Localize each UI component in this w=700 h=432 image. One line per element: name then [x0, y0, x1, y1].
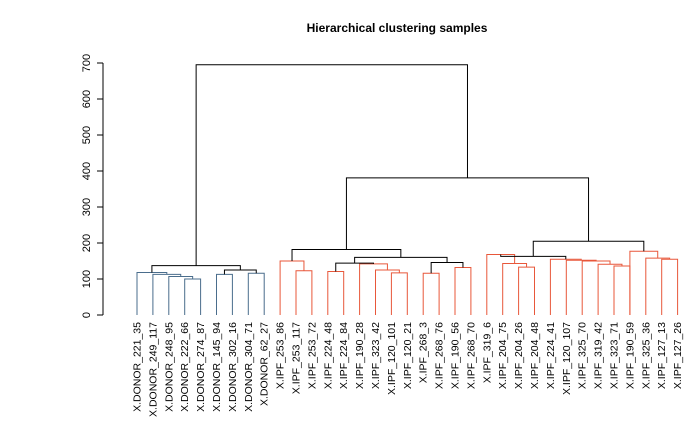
leaf-label: X.IPF_204_26 — [513, 322, 525, 389]
dendrogram-link-q10 — [661, 258, 679, 315]
leaf-label: X.IPF_224_41 — [545, 322, 557, 389]
y-tick-label: 600 — [81, 90, 93, 108]
dendrogram-link-p1 — [295, 270, 313, 315]
dendrogram-link-p12 — [291, 248, 402, 261]
dendrogram-link-p5 — [375, 269, 400, 315]
y-axis: 0 100 200 300 400 500 600 700 — [81, 54, 104, 318]
dendrogram-link-d2 — [168, 275, 194, 315]
dendrogram-link-q6 — [581, 260, 611, 315]
leaf-label: X.IPF_120_107 — [561, 322, 573, 395]
dendrogram-link-d6 — [247, 272, 265, 315]
y-tick-label: 200 — [81, 234, 93, 252]
leaf-label: X.IPF_224_48 — [322, 322, 334, 389]
dendrogram-link-p6 — [359, 263, 388, 315]
leaf-label: X.IPF_253_72 — [306, 322, 318, 389]
leaf-label: X.DONOR_248_95 — [163, 322, 175, 412]
dendrogram-link-q13 — [532, 240, 645, 257]
y-tick-label: 0 — [81, 312, 93, 318]
dendrogram-link-d3 — [152, 273, 182, 315]
leaf-label: X.IPF_319_42 — [593, 322, 605, 389]
leaf-label: X.IPF_268_3 — [418, 322, 430, 383]
dendrogram-link-p7 — [335, 262, 375, 272]
leaf-label: X.IPF_127_13 — [656, 322, 668, 389]
y-tick-label: 300 — [81, 198, 93, 216]
leaf-label: X.IPF_190_28 — [354, 322, 366, 389]
dendrogram-link-p2 — [279, 260, 305, 315]
leaf-label: X.DONOR_62_27 — [259, 322, 271, 406]
leaf-label: X.IPF_120_21 — [402, 322, 414, 389]
dendrogram-link-p3 — [327, 270, 345, 315]
leaf-label: X.IPF_204_48 — [529, 322, 541, 389]
leaf-label: X.DONOR_221_35 — [132, 322, 144, 412]
dendrogram-link-q2 — [502, 263, 528, 315]
dendrogram-link-q11 — [645, 257, 671, 315]
leaf-label: X.IPF_319_6 — [481, 322, 493, 383]
y-tick-label: 100 — [81, 270, 93, 288]
dendrogram-link-d5 — [216, 273, 233, 315]
leaf-label: X.IPF_268_70 — [465, 322, 477, 389]
y-tick-label: 700 — [81, 54, 93, 72]
leaf-label: X.IPF_323_71 — [609, 322, 621, 389]
leaf-label: X.IPF_323_42 — [370, 322, 382, 389]
leaf-label: X.IPF_253_86 — [275, 322, 287, 389]
leaf-label: X.IPF_224_84 — [338, 322, 350, 389]
leaf-label: X.IPF_253_117 — [291, 322, 303, 394]
leaf-label: X.IPF_325_70 — [577, 322, 589, 389]
leaf-label: X.IPF_204_75 — [497, 322, 509, 389]
dendrogram-tree — [136, 64, 679, 315]
dendrogram-link-d8 — [151, 265, 241, 273]
leaf-label: X.IPF_268_76 — [434, 322, 446, 389]
y-tick-label: 500 — [81, 126, 93, 144]
leaf-labels: X.DONOR_221_35 X.DONOR_249_117 X.DONOR_248… — [132, 322, 685, 417]
leaf-label: X.IPF_325_36 — [640, 322, 652, 389]
dendrogram-link-q5 — [597, 263, 623, 315]
dendrogram-link-r1 — [345, 177, 590, 250]
dendrogram-link-q4 — [613, 265, 631, 315]
dendrogram-link-d4 — [136, 272, 168, 315]
leaf-label: X.IPF_190_59 — [624, 322, 636, 389]
leaf-label: X.DONOR_302_16 — [227, 322, 239, 412]
leaf-label: X.IPF_120_101 — [386, 322, 398, 395]
chart-title: Hierarchical clustering samples — [307, 21, 488, 35]
leaf-label: X.DONOR_249_117 — [147, 322, 159, 417]
dendrogram-link-p4 — [390, 272, 408, 315]
leaf-label: X.DONOR_304_71 — [243, 322, 255, 412]
dendrogram-link-q12 — [629, 250, 659, 315]
leaf-label: X.IPF_190_56 — [450, 322, 462, 389]
dendrogram-link-p9 — [454, 266, 472, 315]
dendrogram-link-p8 — [422, 272, 440, 315]
leaf-label: X.DONOR_145_94 — [211, 322, 223, 412]
dendrogram-link-d1 — [184, 278, 202, 315]
dendrogram-link-q7 — [565, 259, 597, 315]
leaf-label: X.IPF_127_26 — [672, 322, 684, 389]
dendrogram-link-root — [195, 64, 468, 266]
dendrogram-link-q1 — [518, 266, 535, 315]
leaf-label: X.DONOR_274_87 — [195, 322, 207, 412]
leaf-label: X.DONOR_222_66 — [179, 322, 191, 412]
y-tick-label: 400 — [81, 162, 93, 180]
